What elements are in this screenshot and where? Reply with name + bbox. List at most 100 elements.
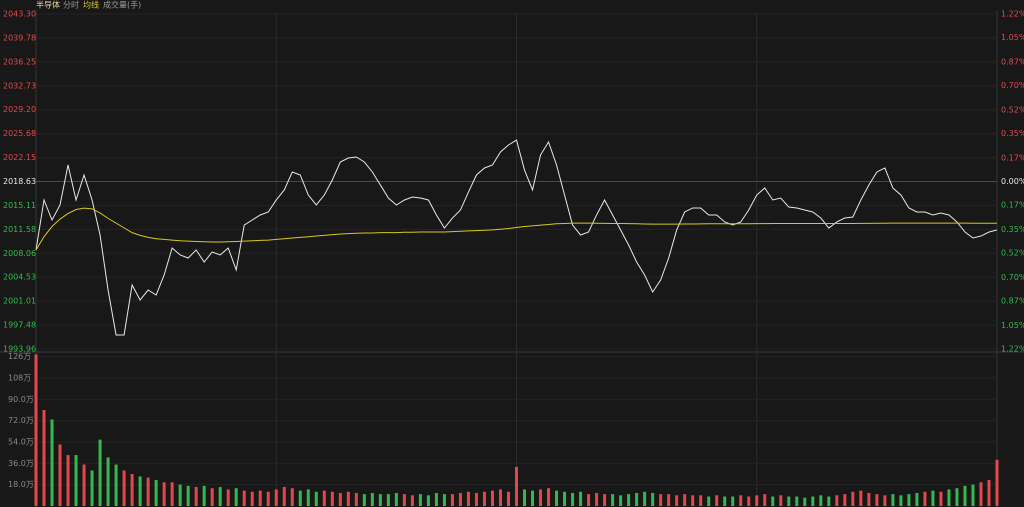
y2-tick-label: 0.70% [1001, 81, 1024, 90]
volume-bar [555, 490, 559, 506]
volume-bar [811, 496, 815, 506]
volume-bar [779, 495, 783, 506]
series-line [35, 139, 998, 336]
y-tick-label: 126万 [8, 352, 31, 361]
y2-tick-label: 1.05% [1001, 33, 1024, 42]
volume-bar [651, 492, 655, 506]
volume-bar [242, 490, 246, 506]
volume-bar [675, 495, 679, 506]
y2-tick-label: 1.22% [1001, 345, 1024, 354]
chart-title: 半导体 [36, 0, 60, 10]
volume-bar [915, 492, 919, 506]
volume-bar [138, 476, 142, 506]
volume-bar [515, 466, 518, 506]
volume-bar [410, 495, 414, 506]
y2-tick-label: 1.22% [1001, 10, 1024, 19]
y-tick-label: 90.0万 [8, 395, 34, 404]
volume-bar [178, 484, 182, 506]
volume-bar [739, 495, 743, 506]
volume-bar [691, 495, 695, 506]
y-tick-label: 2018.63 [3, 177, 36, 186]
volume-bar [995, 459, 999, 506]
volume-bar [146, 477, 150, 506]
volume-bar [386, 494, 390, 506]
volume-bar [498, 489, 502, 506]
volume-bar [747, 496, 751, 506]
volume-bar [723, 496, 727, 506]
volume-bar [210, 488, 214, 506]
volume-bar [755, 495, 759, 506]
y-tick-label: 2004.53 [3, 273, 36, 282]
volume-bar [42, 410, 46, 506]
volume-bar [58, 444, 62, 506]
volume-bar [587, 494, 591, 506]
y-tick-label: 108万 [8, 374, 31, 383]
volume-bar [418, 494, 422, 506]
y-tick-label: 2025.68 [3, 129, 36, 138]
volume-bar [851, 491, 855, 506]
volume-bar [258, 490, 262, 506]
volume-bar [971, 484, 975, 506]
volume-bar [362, 494, 366, 506]
volume-bar [979, 482, 983, 506]
y-tick-label: 36.0万 [8, 459, 34, 468]
y2-tick-label: 0.00% [1001, 177, 1024, 186]
y2-tick-label: 0.52% [1001, 106, 1024, 115]
volume-bar [162, 482, 166, 506]
volume-bar [290, 488, 294, 506]
volume-bar [354, 492, 358, 506]
volume-bar [202, 485, 206, 506]
y-tick-label: 2011.58 [3, 225, 36, 234]
volume-bar [330, 491, 334, 506]
volume-bar [466, 491, 470, 506]
volume-bar [819, 495, 823, 506]
volume-bar [394, 492, 398, 506]
volume-bar [282, 487, 286, 506]
volume-bar [883, 495, 887, 506]
legend-entry: 均线 [83, 0, 99, 10]
volume-bar [82, 464, 86, 506]
volume-bar [699, 495, 703, 506]
y-tick-label: 1993.96 [3, 345, 36, 354]
volume-bar [458, 492, 462, 506]
volume-bar [266, 491, 270, 506]
volume-bar [987, 479, 991, 506]
volume-bar [370, 492, 374, 506]
volume-bar [939, 491, 943, 506]
y-tick-label: 2032.73 [3, 81, 36, 90]
volume-bar [643, 491, 647, 506]
volume-bar [154, 479, 158, 506]
volume-bar [218, 487, 222, 506]
volume-bar [867, 492, 871, 506]
y-tick-label: 72.0万 [8, 416, 34, 425]
volume-bar [346, 491, 350, 506]
volume-bar [194, 487, 198, 506]
volume-bar [843, 494, 847, 506]
volume-bar [474, 492, 478, 506]
volume-bar [771, 496, 775, 506]
volume-bar [923, 491, 927, 506]
y-tick-label: 54.0万 [8, 438, 34, 447]
volume-bar [426, 495, 430, 506]
volume-bar [563, 491, 567, 506]
volume-bar [90, 470, 94, 506]
volume-bar [122, 470, 126, 506]
y-tick-label: 2008.06 [3, 249, 36, 258]
volume-bar [66, 455, 70, 506]
volume-bar [50, 419, 54, 506]
volume-bar [434, 492, 438, 506]
y2-tick-label: 0.35% [1001, 129, 1024, 138]
y-tick-label: 2015.11 [3, 201, 36, 210]
y-tick-label: 2043.30 [3, 10, 36, 19]
volume-bar [106, 457, 110, 506]
volume-bar [955, 488, 959, 506]
volume-bar [787, 496, 791, 506]
volume-bar [875, 494, 879, 506]
volume-bar [547, 488, 551, 506]
y2-tick-label: 0.17% [1001, 154, 1024, 163]
volume-bar [763, 494, 767, 506]
volume-bar [635, 492, 639, 506]
y-tick-label: 2029.20 [3, 105, 36, 114]
